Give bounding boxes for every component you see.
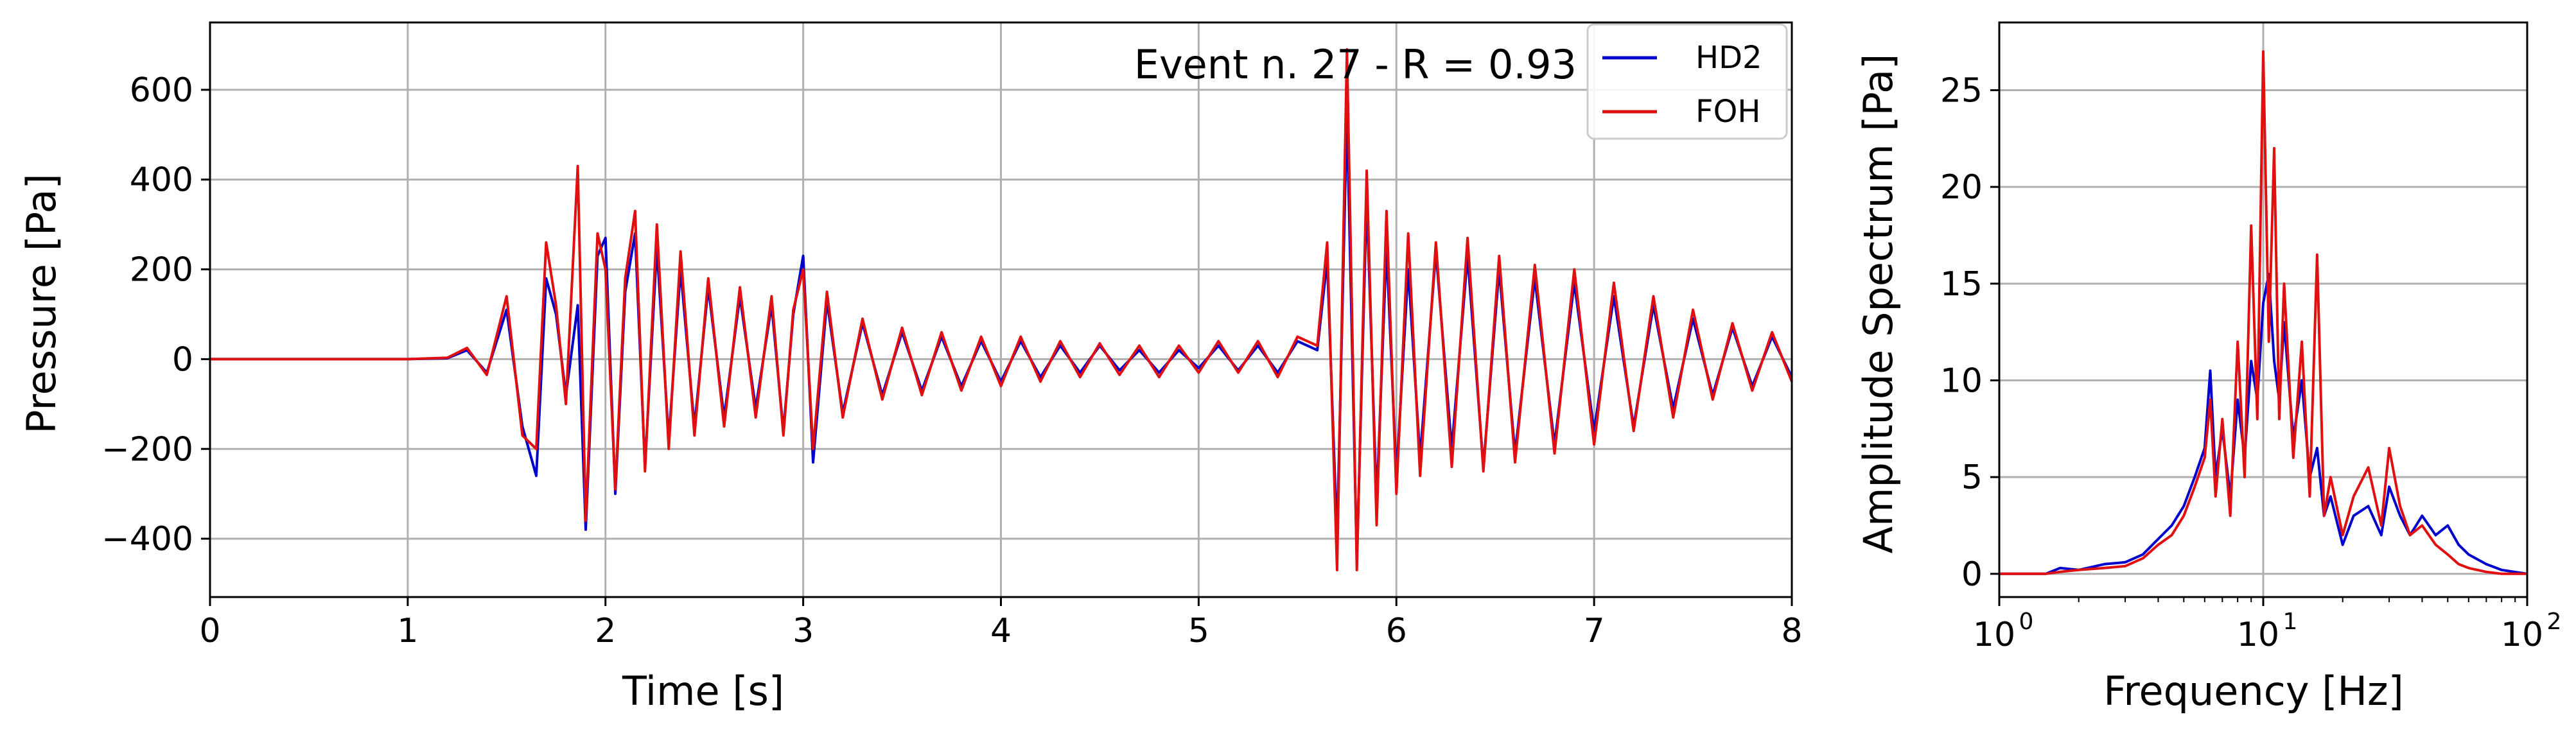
time-series-y-ticks: −400 −200 0 200 400 600 xyxy=(101,71,210,559)
spectrum-x-tick-label: 10 xyxy=(2237,616,2279,654)
time-series-panel: 0 1 2 3 4 5 6 7 8 −400 −200 0 200 400 600 Time [s] Pr… xyxy=(18,21,1803,715)
spectrum-y-tick-label: 0 xyxy=(1961,555,1983,594)
legend-hd2-label: HD2 xyxy=(1695,40,1762,76)
spectrum-y-tick-label: 10 xyxy=(1940,361,1983,400)
time-series-y-tick-label: 0 xyxy=(172,340,193,379)
time-series-y-axis-label: Pressure [Pa] xyxy=(18,173,65,433)
spectrum-x-tick-label: 10 xyxy=(2501,616,2543,654)
spectrum-x-tick-exponent: 2 xyxy=(2547,609,2562,635)
spectrum-x-tick-exponent: 0 xyxy=(2019,609,2034,635)
time-series-grid xyxy=(209,22,1793,597)
spectrum-x-ticks: 10 0 10 1 10 2 xyxy=(1973,597,2562,654)
spectrum-y-axis-label: Amplitude Spectrum [Pa] xyxy=(1855,54,1902,554)
spectrum-y-tick-label: 15 xyxy=(1940,265,1983,304)
time-series-y-tick-label: −400 xyxy=(101,520,193,559)
time-series-x-ticks: 0 1 2 3 4 5 6 7 8 xyxy=(199,597,1803,650)
time-series-x-axis-label: Time [s] xyxy=(622,668,784,715)
time-series-y-tick-label: 400 xyxy=(130,161,193,200)
spectrum-y-tick-label: 20 xyxy=(1940,168,1983,207)
time-series-legend: HD2 FOH xyxy=(1586,23,1788,140)
time-series-x-tick-label: 6 xyxy=(1386,612,1407,650)
time-series-y-tick-label: 600 xyxy=(130,71,193,110)
time-series-x-tick-label: 4 xyxy=(990,612,1012,650)
time-series-x-tick-label: 1 xyxy=(397,612,418,650)
hd2-spectrum-line xyxy=(1999,272,2528,575)
foh-spectrum-line xyxy=(1999,50,2527,575)
spectrum-y-ticks: 0 5 10 15 20 25 xyxy=(1940,71,1999,594)
spectrum-y-tick-label: 25 xyxy=(1940,71,1983,110)
spectrum-x-axis-label: Frequency [Hz] xyxy=(2103,668,2404,715)
foh-time-series-line xyxy=(210,48,1793,571)
time-series-y-tick-label: −200 xyxy=(101,430,193,469)
spectrum-lines xyxy=(1999,50,2528,575)
time-series-x-tick-label: 5 xyxy=(1188,612,1209,650)
spectrum-x-tick-label: 10 xyxy=(1973,616,2015,654)
spectrum-y-tick-label: 5 xyxy=(1961,458,1983,497)
legend-foh-label: FOH xyxy=(1695,94,1760,130)
time-series-x-tick-label: 0 xyxy=(199,612,220,650)
time-series-y-tick-label: 200 xyxy=(130,251,193,290)
time-series-lines xyxy=(210,48,1793,571)
time-series-title: Event n. 27 - R = 0.93 xyxy=(1134,41,1577,88)
time-series-x-tick-label: 3 xyxy=(793,612,814,650)
time-series-x-tick-label: 7 xyxy=(1584,612,1605,650)
spectrum-x-tick-exponent: 1 xyxy=(2283,609,2298,635)
time-series-x-tick-label: 8 xyxy=(1781,612,1802,650)
time-series-x-tick-label: 2 xyxy=(595,612,616,650)
